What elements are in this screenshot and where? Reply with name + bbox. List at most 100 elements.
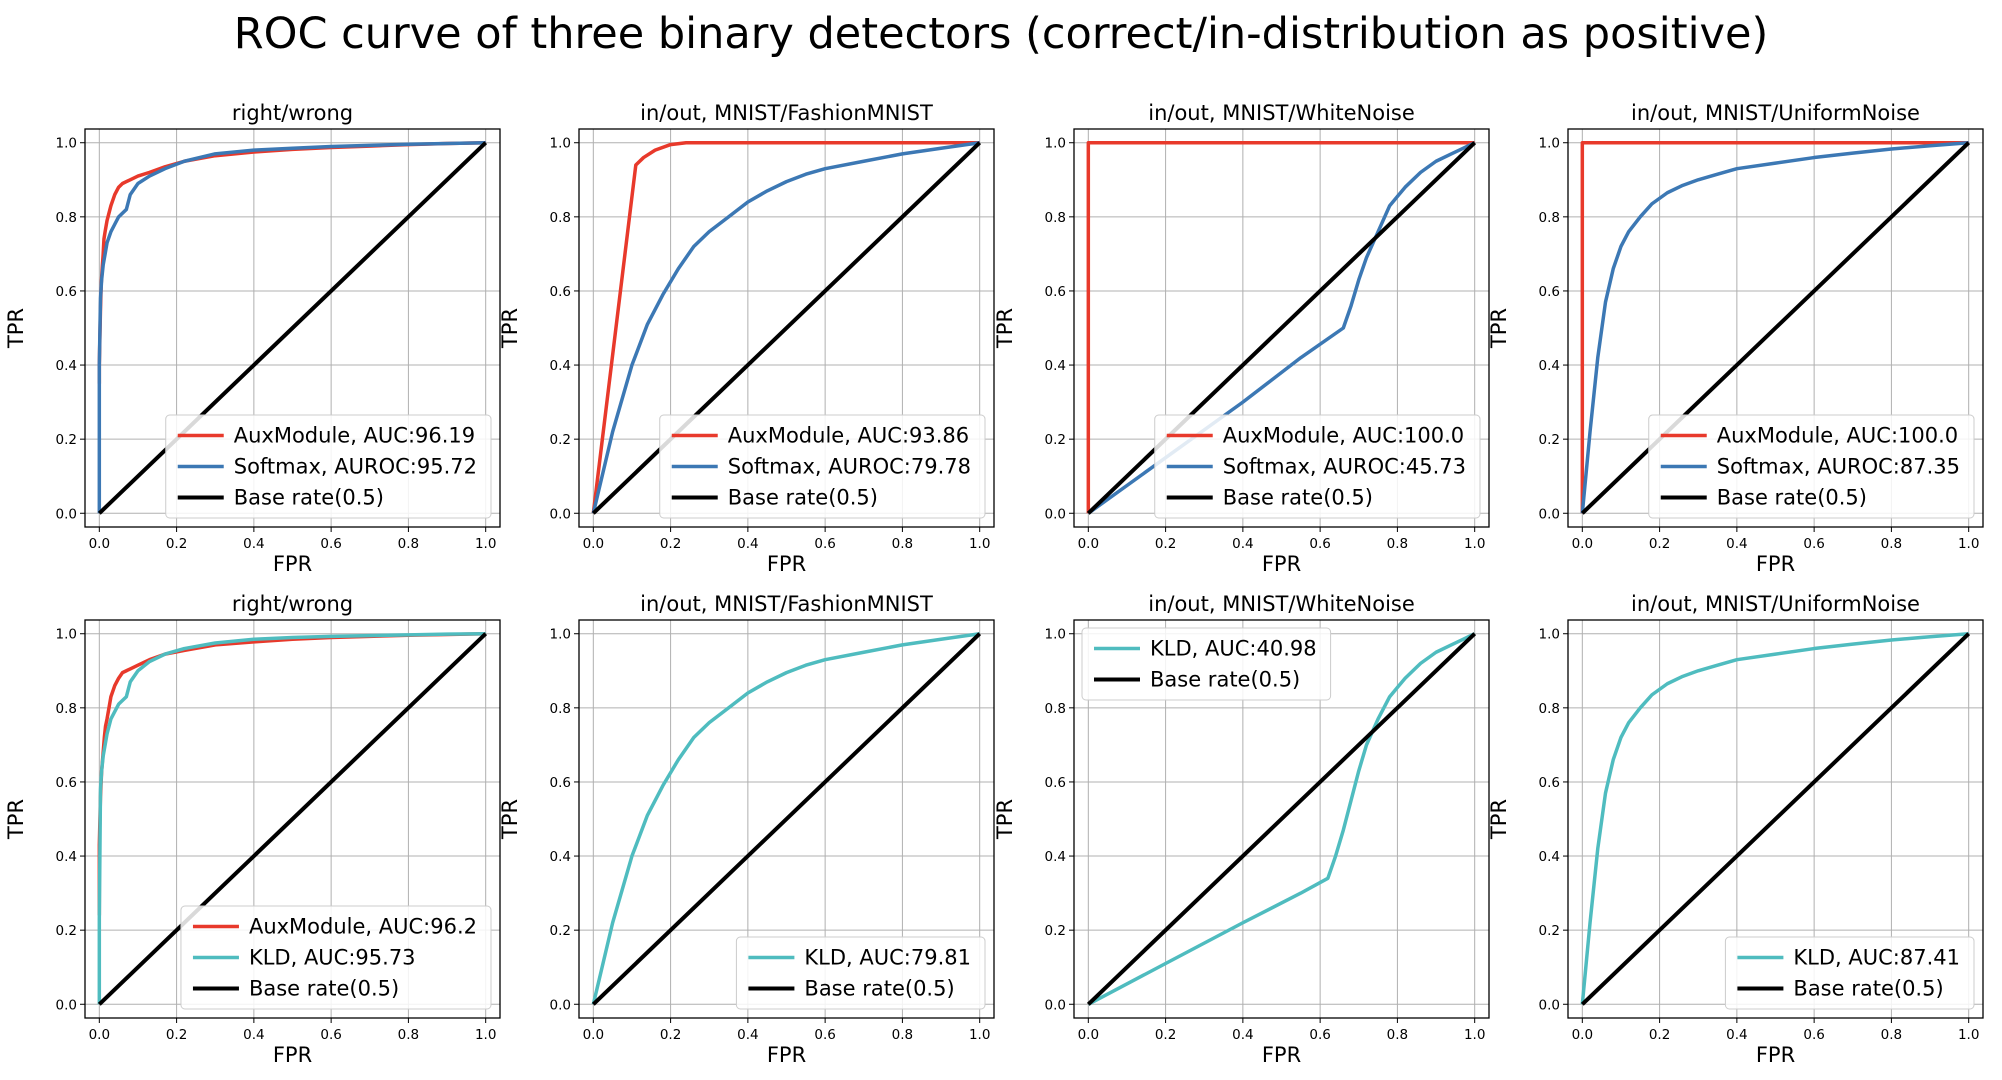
chart-4-xtick-label-1: 0.2 bbox=[1649, 536, 1670, 552]
chart-1-ytick-label-0: 0.0 bbox=[56, 506, 77, 522]
chart-8-xtick-label-0: 0.0 bbox=[1572, 1027, 1593, 1043]
chart-4-xtick-label-0: 0.0 bbox=[1572, 536, 1593, 552]
chart-2-ylabel: TPR bbox=[498, 308, 522, 349]
chart-5-xtick-label-1: 0.2 bbox=[166, 1027, 187, 1043]
chart-1-xtick-label-1: 0.2 bbox=[166, 536, 187, 552]
chart-2-ytick-label-1: 0.2 bbox=[550, 432, 571, 448]
chart-1-series-auxmodule-line bbox=[97, 140, 486, 384]
chart-2-legend-label-1: Softmax, AUROC:79.78 bbox=[728, 455, 971, 479]
chart-1-xtick-label-4: 0.8 bbox=[398, 536, 419, 552]
chart-5-series-auxmodule-line bbox=[97, 631, 486, 916]
chart-3-ytick-label-0: 0.0 bbox=[1045, 506, 1066, 522]
chart-8-legend: KLD, AUC:87.41 Base rate(0.5) bbox=[1724, 936, 1975, 1010]
chart-7-ytick-label-1: 0.2 bbox=[1045, 923, 1066, 939]
chart-6-ytick-label-3: 0.6 bbox=[550, 775, 571, 791]
chart-8-xtick-label-1: 0.2 bbox=[1649, 1027, 1670, 1043]
chart-1-ylabel: TPR bbox=[4, 308, 28, 349]
chart-4-legend-label-2: Base rate(0.5) bbox=[1717, 486, 1867, 510]
chart-6-ytick-label-5: 1.0 bbox=[550, 627, 571, 643]
chart-7-ytick-label-4: 0.8 bbox=[1045, 701, 1066, 717]
chart-8-legend-label-1: Base rate(0.5) bbox=[1793, 977, 1943, 1001]
chart-2-xtick-label-2: 0.4 bbox=[737, 536, 758, 552]
chart-3-legend: AuxModule, AUC:100.0 Softmax, AUROC:45.73… bbox=[1154, 414, 1481, 519]
chart-8-axes-frame bbox=[1567, 619, 1984, 1019]
chart-8-legend-label-0: KLD, AUC:87.41 bbox=[1793, 946, 1960, 970]
chart-8-ytick-label-4: 0.8 bbox=[1539, 701, 1560, 717]
chart-4-series-auxmodule-line bbox=[1580, 140, 1969, 514]
chart-1-axes-frame bbox=[84, 128, 501, 528]
chart-5-title: right/wrong bbox=[232, 592, 353, 616]
chart-5-ytick-label-2: 0.4 bbox=[56, 849, 77, 865]
chart-7-xtick-label-5: 1.0 bbox=[1464, 1027, 1485, 1043]
chart-6-axes-frame bbox=[578, 619, 995, 1019]
chart-2-ytick-label-0: 0.0 bbox=[550, 506, 571, 522]
chart-5-xlabel: FPR bbox=[273, 1043, 312, 1067]
chart-4-ytick-label-0: 0.0 bbox=[1539, 506, 1560, 522]
chart-8-ytick-label-1: 0.2 bbox=[1539, 923, 1560, 939]
chart-3-series-auxmodule-line bbox=[1086, 140, 1475, 514]
chart-5-xtick-label-3: 0.6 bbox=[320, 1027, 341, 1043]
chart-5-ytick-label-5: 1.0 bbox=[56, 627, 77, 643]
chart-3-axes-frame bbox=[1073, 128, 1490, 528]
chart-4-ytick-label-2: 0.4 bbox=[1539, 358, 1560, 374]
chart-6-legend-label-1: Base rate(0.5) bbox=[804, 977, 954, 1001]
chart-5-xtick-label-4: 0.8 bbox=[398, 1027, 419, 1043]
chart-2-series-softmax-line bbox=[591, 140, 980, 514]
figure-title: ROC curve of three binary detectors (cor… bbox=[234, 9, 1768, 59]
chart-5-legend: AuxModule, AUC:96.2 KLD, AUC:95.73 Base ra… bbox=[180, 905, 492, 1010]
chart-2-ytick-label-5: 1.0 bbox=[550, 136, 571, 152]
chart-1-legend-box bbox=[165, 414, 492, 519]
chart-1-series-base-line bbox=[97, 141, 488, 515]
chart-1-xtick-label-3: 0.6 bbox=[320, 536, 341, 552]
chart-8-ytick-label-2: 0.4 bbox=[1539, 849, 1560, 865]
chart-3-legend-label-2: Base rate(0.5) bbox=[1223, 486, 1373, 510]
chart-1-series-softmax-line bbox=[97, 140, 486, 514]
chart-4-ytick-label-4: 0.8 bbox=[1539, 210, 1560, 226]
chart-6-xtick-label-3: 0.6 bbox=[814, 1027, 835, 1043]
chart-4-ytick-label-5: 1.0 bbox=[1539, 136, 1560, 152]
chart-6-ytick-label-1: 0.2 bbox=[550, 923, 571, 939]
chart-7-xtick-label-3: 0.6 bbox=[1309, 1027, 1330, 1043]
chart-2-series-base-line bbox=[591, 141, 982, 515]
chart-8-ylabel: TPR bbox=[1487, 799, 1511, 840]
chart-4-axes-frame bbox=[1567, 128, 1984, 528]
chart-6-xtick-label-4: 0.8 bbox=[892, 1027, 913, 1043]
chart-4-xtick-label-3: 0.6 bbox=[1803, 536, 1824, 552]
chart-8-xtick-label-5: 1.0 bbox=[1958, 1027, 1979, 1043]
chart-1-ytick-label-2: 0.4 bbox=[56, 358, 77, 374]
chart-3-legend-label-1: Softmax, AUROC:45.73 bbox=[1223, 455, 1466, 479]
chart-6-ylabel: TPR bbox=[498, 799, 522, 840]
chart-5-ytick-label-4: 0.8 bbox=[56, 701, 77, 717]
chart-7-legend: KLD, AUC:40.98 Base rate(0.5) bbox=[1081, 627, 1332, 701]
chart-7-legend-box bbox=[1081, 627, 1332, 701]
chart-6-xlabel: FPR bbox=[767, 1043, 806, 1067]
chart-1-ytick-label-4: 0.8 bbox=[56, 210, 77, 226]
chart-8-legend-box bbox=[1724, 936, 1975, 1010]
chart-1-xtick-label-0: 0.0 bbox=[89, 536, 110, 552]
chart-2-ytick-label-4: 0.8 bbox=[550, 210, 571, 226]
chart-3-ytick-label-1: 0.2 bbox=[1045, 432, 1066, 448]
chart-8-ytick-label-5: 1.0 bbox=[1539, 627, 1560, 643]
chart-4-legend-box bbox=[1648, 414, 1975, 519]
chart-2-xlabel: FPR bbox=[767, 552, 806, 576]
chart-8: 0.0 0.0 0.2 0.2 0.4 0.4 0.6 0.6 0.8 0.8 1.0 1.0 in/o… bbox=[1487, 592, 1984, 1067]
chart-7-series-kld-line bbox=[1087, 632, 1476, 1006]
chart-3-series-softmax-line bbox=[1087, 141, 1476, 515]
chart-3-xtick-label-3: 0.6 bbox=[1309, 536, 1330, 552]
chart-8-xtick-label-2: 0.4 bbox=[1726, 1027, 1747, 1043]
chart-4-legend-label-1: Softmax, AUROC:87.35 bbox=[1717, 455, 1960, 479]
chart-8-xtick-label-3: 0.6 bbox=[1803, 1027, 1824, 1043]
chart-8-series-kld-line bbox=[1580, 631, 1969, 1005]
chart-7-legend-label-1: Base rate(0.5) bbox=[1150, 668, 1300, 692]
chart-7-ytick-label-2: 0.4 bbox=[1045, 849, 1066, 865]
chart-1-legend: AuxModule, AUC:96.19 Softmax, AUROC:95.72… bbox=[165, 414, 492, 519]
chart-8-ytick-label-0: 0.0 bbox=[1539, 997, 1560, 1013]
chart-1-legend-label-2: Base rate(0.5) bbox=[234, 486, 384, 510]
chart-6-xtick-label-2: 0.4 bbox=[737, 1027, 758, 1043]
chart-6-ytick-label-2: 0.4 bbox=[550, 849, 571, 865]
chart-5-legend-label-0: AuxModule, AUC:96.2 bbox=[249, 915, 477, 939]
chart-7-ytick-label-5: 1.0 bbox=[1045, 627, 1066, 643]
chart-6-xtick-label-0: 0.0 bbox=[583, 1027, 604, 1043]
chart-3-ylabel: TPR bbox=[993, 308, 1017, 349]
